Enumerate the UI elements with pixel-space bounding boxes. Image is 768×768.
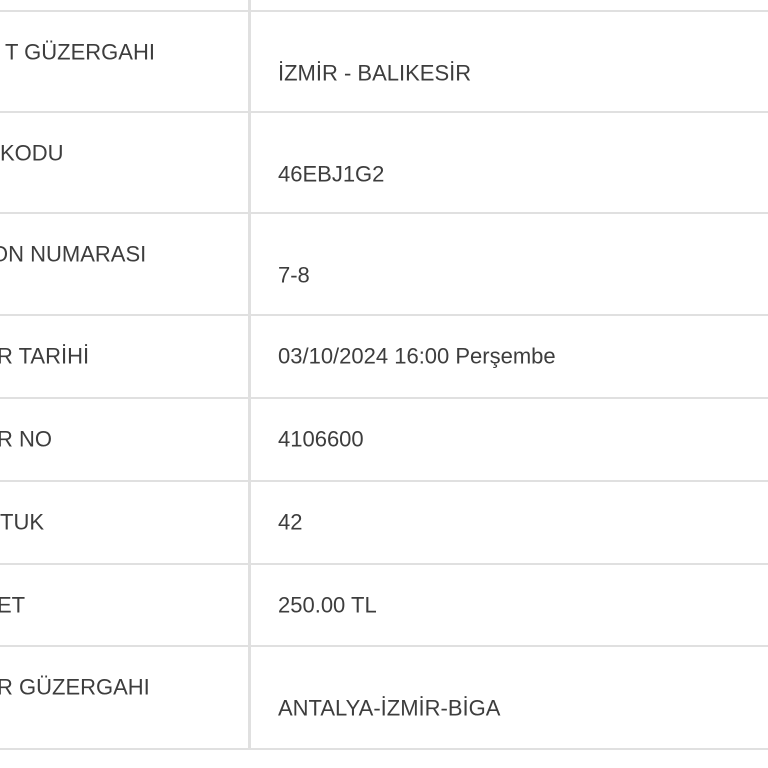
row-value: 42 bbox=[278, 509, 303, 535]
row-label: R GÜZERGAHI bbox=[0, 674, 150, 700]
row-label: TUK bbox=[0, 509, 44, 535]
row-value: 250.00 TL bbox=[278, 592, 377, 618]
row-value: 7-8 bbox=[278, 262, 310, 288]
row-value: 03/10/2024 16:00 Perşembe bbox=[278, 343, 556, 369]
table-row: R TARİHİ 03/10/2024 16:00 Perşembe bbox=[0, 316, 768, 399]
table-row: ON NUMARASI 7-8 bbox=[0, 214, 768, 316]
row-label: ON NUMARASI bbox=[0, 241, 147, 267]
table-row: R NO 4106600 bbox=[0, 399, 768, 482]
table-row: TUK 42 bbox=[0, 482, 768, 565]
row-label: KODU bbox=[0, 140, 64, 166]
table-row: R GÜZERGAHI ANTALYA-İZMİR-BİGA bbox=[0, 647, 768, 750]
table-row-partial-top bbox=[0, 0, 768, 12]
row-value: 46EBJ1G2 bbox=[278, 161, 385, 187]
row-value: İZMİR - BALIKESİR bbox=[278, 60, 472, 86]
row-label: ET bbox=[0, 592, 26, 618]
row-value: 4106600 bbox=[278, 426, 364, 452]
table-row: KODU 46EBJ1G2 bbox=[0, 113, 768, 214]
row-label: R NO bbox=[0, 426, 52, 452]
table-row: ET 250.00 TL bbox=[0, 565, 768, 647]
row-label: R TARİHİ bbox=[0, 343, 90, 369]
table-row: T GÜZERGAHI İZMİR - BALIKESİR bbox=[0, 12, 768, 113]
row-label: T GÜZERGAHI bbox=[5, 39, 155, 65]
column-divider bbox=[248, 0, 251, 750]
row-value: ANTALYA-İZMİR-BİGA bbox=[278, 695, 501, 721]
table-bottom-whitespace bbox=[0, 750, 768, 768]
